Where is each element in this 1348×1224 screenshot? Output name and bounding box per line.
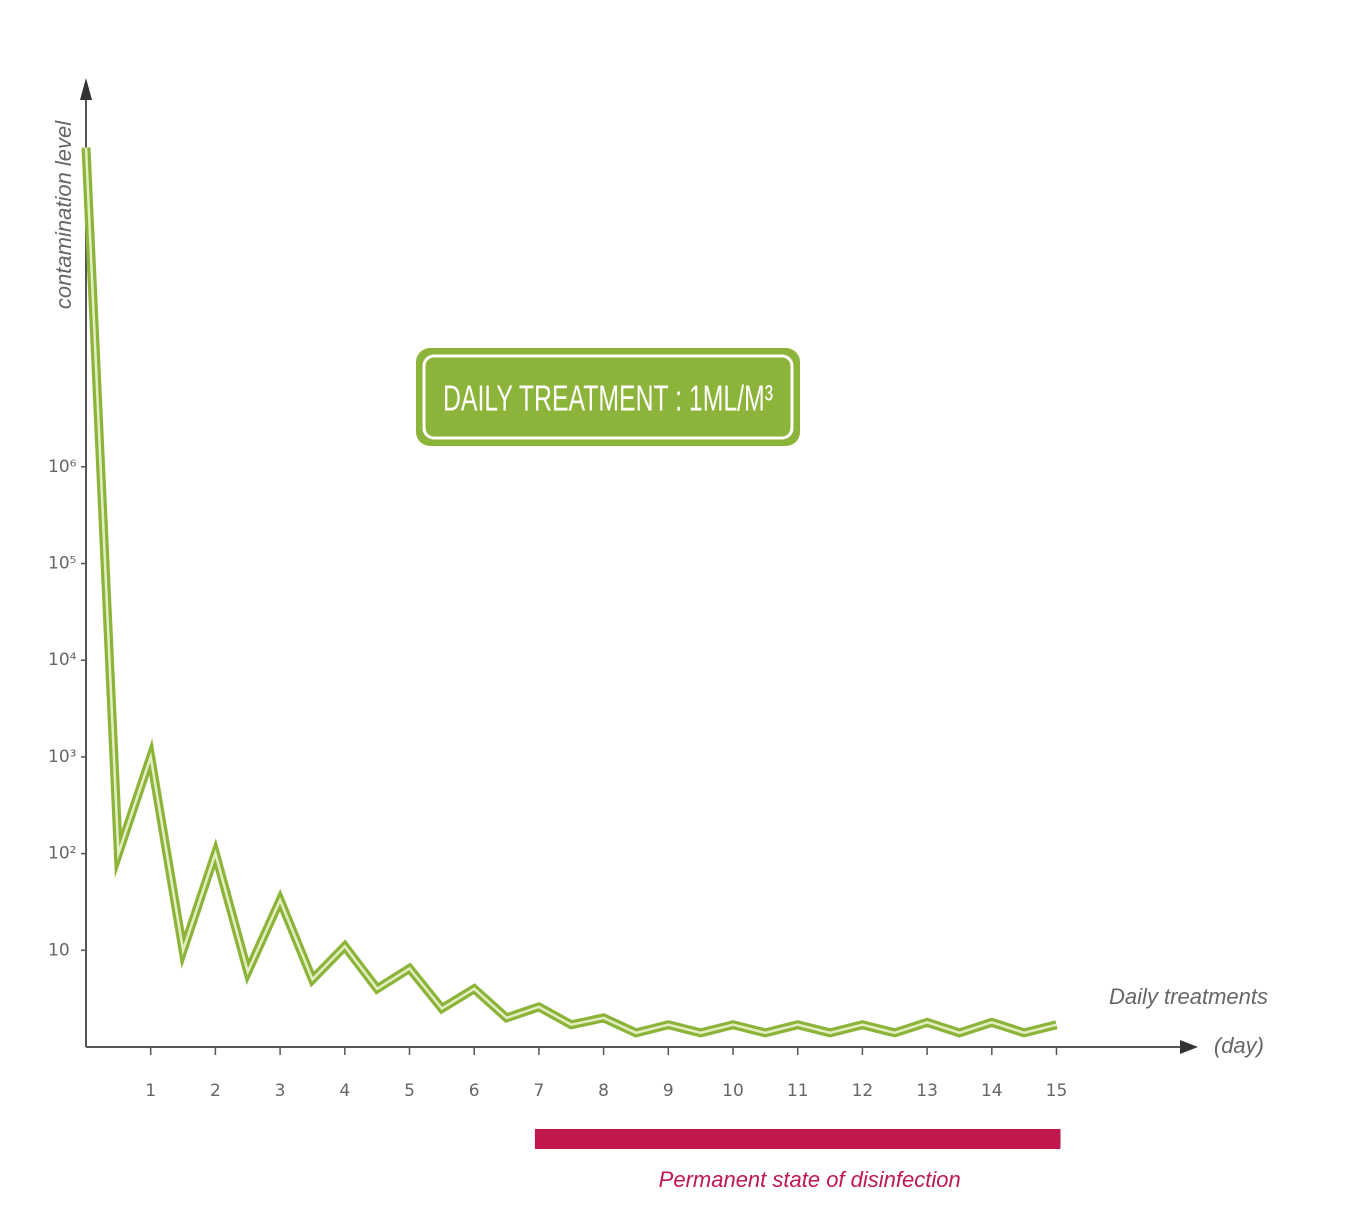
y-tick-label: 10 bbox=[48, 940, 70, 960]
line-highlight bbox=[84, 147, 1057, 1035]
x-tick-label: 5 bbox=[404, 1081, 415, 1101]
x-tick-label: 7 bbox=[533, 1081, 544, 1101]
x-tick-label: 8 bbox=[598, 1081, 609, 1101]
annotation-box: DAILY TREATMENT : 1ML/M³ bbox=[416, 348, 800, 446]
x-tick-label: 3 bbox=[275, 1081, 286, 1101]
annotation-border bbox=[422, 354, 794, 440]
x-tick-label: 14 bbox=[981, 1081, 1003, 1101]
x-tick-label: 1 bbox=[145, 1081, 156, 1101]
annotation-bg bbox=[416, 348, 800, 446]
x-tick-label: 6 bbox=[469, 1081, 480, 1101]
y-tick-label: 10³ bbox=[48, 747, 76, 767]
y-tick-label: 10⁴ bbox=[48, 650, 77, 670]
y-axis-arrow bbox=[80, 78, 92, 100]
x-axis-arrow bbox=[1180, 1040, 1198, 1054]
y-axis-title: contamination level bbox=[51, 120, 76, 309]
x-tick-label: 13 bbox=[916, 1081, 938, 1101]
x-tick-label: 10 bbox=[722, 1081, 744, 1101]
x-axis-title: Daily treatments bbox=[1109, 984, 1268, 1009]
x-tick-label: 11 bbox=[787, 1081, 809, 1101]
highlight-bar bbox=[534, 1129, 1061, 1149]
y-tick-label: 10⁶ bbox=[48, 457, 77, 477]
annotation: DAILY TREATMENT : 1ML/M³ bbox=[443, 378, 773, 419]
x-tick-label: 12 bbox=[852, 1081, 874, 1101]
y-tick-label: 10² bbox=[48, 844, 76, 864]
y-tick-label: 10⁵ bbox=[48, 554, 76, 574]
line bbox=[81, 147, 1058, 1038]
x-axis-unit: (day) bbox=[1214, 1033, 1264, 1058]
highlight-label: Permanent state of disinfection bbox=[659, 1167, 961, 1192]
x-tick-label: 9 bbox=[663, 1081, 674, 1101]
x-tick-label: 2 bbox=[210, 1081, 221, 1101]
x-tick-label: 15 bbox=[1046, 1081, 1068, 1101]
x-tick-label: 4 bbox=[339, 1081, 350, 1101]
